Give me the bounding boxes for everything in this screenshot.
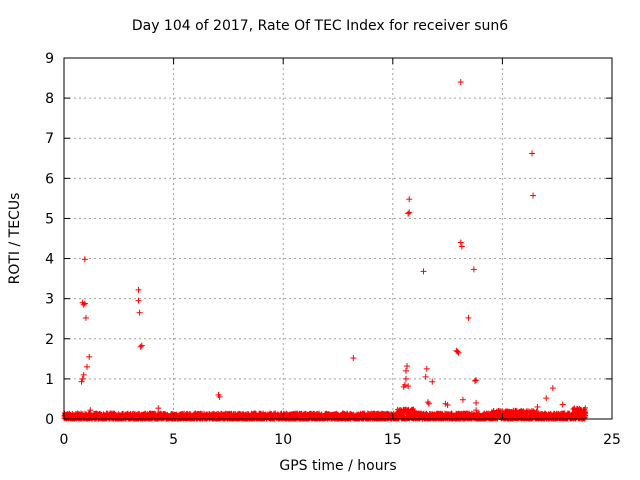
data-point (473, 407, 480, 414)
tick-labels: 0 5 10 15 20 25 0 1 2 3 4 5 6 7 8 9 (45, 51, 621, 448)
data-point (406, 196, 413, 203)
data-point (87, 407, 94, 414)
y-tick-label: 5 (45, 211, 54, 227)
data-point (472, 377, 478, 384)
x-tick-label: 20 (493, 432, 511, 448)
data-point (543, 395, 550, 402)
x-tick-label: 10 (274, 432, 292, 448)
data-point (423, 365, 430, 372)
data-point (350, 355, 357, 362)
data-point (79, 299, 86, 306)
x-tick-label: 15 (384, 432, 402, 448)
baseline-point (583, 410, 589, 416)
data-point (80, 371, 87, 378)
y-axis-label: ROTI / TECUs (7, 193, 23, 285)
y-tick-label: 0 (45, 412, 54, 428)
data-points (78, 79, 566, 414)
data-point (401, 381, 408, 388)
data-point (425, 400, 432, 407)
y-tick-label: 3 (45, 292, 54, 308)
data-point (444, 401, 451, 408)
data-point (82, 314, 89, 321)
y-tick-label: 2 (45, 332, 54, 348)
data-point (528, 150, 535, 157)
y-tick-label: 9 (45, 51, 54, 67)
data-point (457, 239, 464, 246)
data-point (457, 79, 464, 86)
chart-title: Day 104 of 2017, Rate Of TEC Index for r… (132, 18, 508, 34)
data-point (422, 373, 429, 380)
data-point (135, 286, 142, 293)
grid-lines (64, 58, 612, 419)
y-tick-label: 1 (45, 372, 54, 388)
x-tick-label: 0 (60, 432, 69, 448)
x-axis-label: GPS time / hours (279, 458, 396, 474)
axis-ticks (63, 57, 613, 420)
data-point (135, 297, 142, 304)
data-point (402, 367, 409, 374)
y-tick-label: 6 (45, 171, 54, 187)
data-point (405, 383, 412, 390)
data-point (473, 399, 480, 406)
data-point (459, 396, 466, 403)
data-point (530, 192, 537, 199)
data-point (455, 349, 462, 356)
data-point (79, 375, 86, 382)
data-point (454, 348, 461, 355)
data-point (136, 309, 143, 316)
data-point (534, 403, 541, 410)
data-point (402, 375, 409, 382)
data-point (429, 378, 436, 385)
y-tick-label: 7 (45, 131, 54, 147)
y-tick-label: 8 (45, 91, 54, 107)
data-point (404, 363, 411, 370)
data-point (405, 210, 412, 217)
data-point (465, 314, 472, 321)
x-tick-label: 25 (603, 432, 621, 448)
data-point (78, 378, 85, 385)
x-tick-label: 5 (169, 432, 178, 448)
data-point (138, 342, 145, 349)
y-tick-label: 4 (45, 252, 54, 268)
data-point (84, 363, 91, 370)
data-point (549, 385, 556, 392)
data-point (216, 393, 223, 400)
data-point (458, 243, 465, 250)
data-point (406, 209, 413, 216)
data-point (470, 266, 477, 273)
data-point (81, 256, 88, 263)
data-point (155, 405, 162, 412)
data-point (420, 268, 427, 275)
data-point (559, 401, 566, 408)
data-point (137, 343, 144, 350)
data-point (473, 377, 480, 384)
data-point (86, 353, 93, 360)
plot-frame (63, 57, 613, 420)
